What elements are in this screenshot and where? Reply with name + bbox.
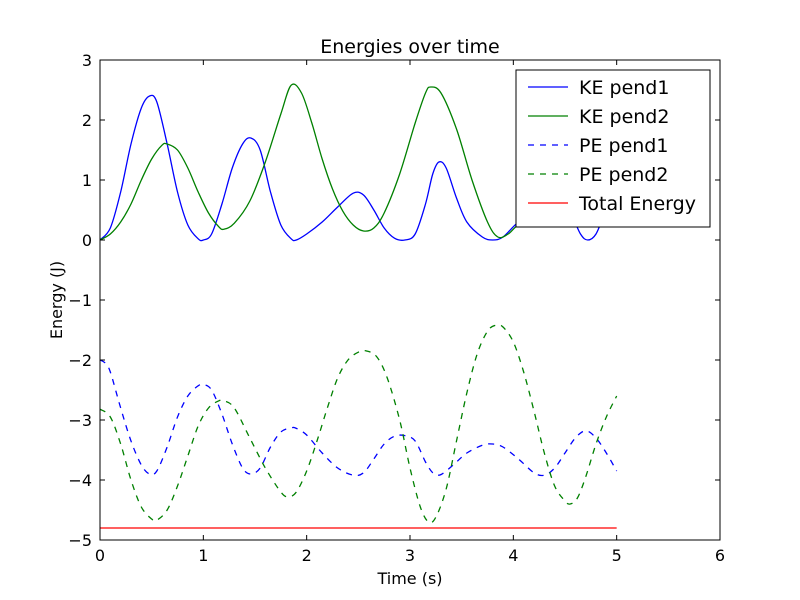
y-tick-label: −4 — [68, 471, 92, 490]
y-axis-label: Energy (J) — [47, 261, 66, 339]
x-tick-label: 6 — [715, 546, 725, 565]
x-tick-label: 2 — [302, 546, 312, 565]
y-tick-label: −3 — [68, 411, 92, 430]
y-tick-label: 2 — [82, 111, 92, 130]
x-tick-label: 0 — [95, 546, 105, 565]
x-tick-label: 1 — [198, 546, 208, 565]
legend-label: PE pend1 — [579, 135, 668, 157]
y-tick-label: −2 — [68, 351, 92, 370]
axis-ticks: 0 1 2 3 4 5 6 −5 −4 −3 −2 −1 0 1 2 3 — [68, 51, 725, 565]
series-line-ke-pend2 — [99, 83, 617, 241]
x-tick-label: 4 — [508, 546, 518, 565]
legend-label: Total Energy — [578, 193, 696, 215]
y-tick-label: 3 — [82, 51, 92, 70]
y-tick-label: −1 — [68, 291, 92, 310]
series-line-pe-pend2 — [99, 324, 618, 524]
x-axis-label: Time (s) — [376, 569, 442, 588]
legend-label: KE pend1 — [579, 77, 669, 99]
legend: KE pend1 KE pend2 PE pend1 PE pend2 Total En… — [515, 69, 711, 228]
x-tick-label: 3 — [405, 546, 415, 565]
y-tick-label: −5 — [68, 531, 92, 550]
y-tick-label: 0 — [82, 231, 92, 250]
legend-label: PE pend2 — [579, 164, 668, 186]
y-tick-label: 1 — [82, 171, 92, 190]
legend-box — [515, 69, 711, 228]
chart-title: Energies over time — [320, 36, 500, 58]
x-tick-label: 5 — [612, 546, 622, 565]
legend-label: KE pend2 — [579, 106, 669, 128]
